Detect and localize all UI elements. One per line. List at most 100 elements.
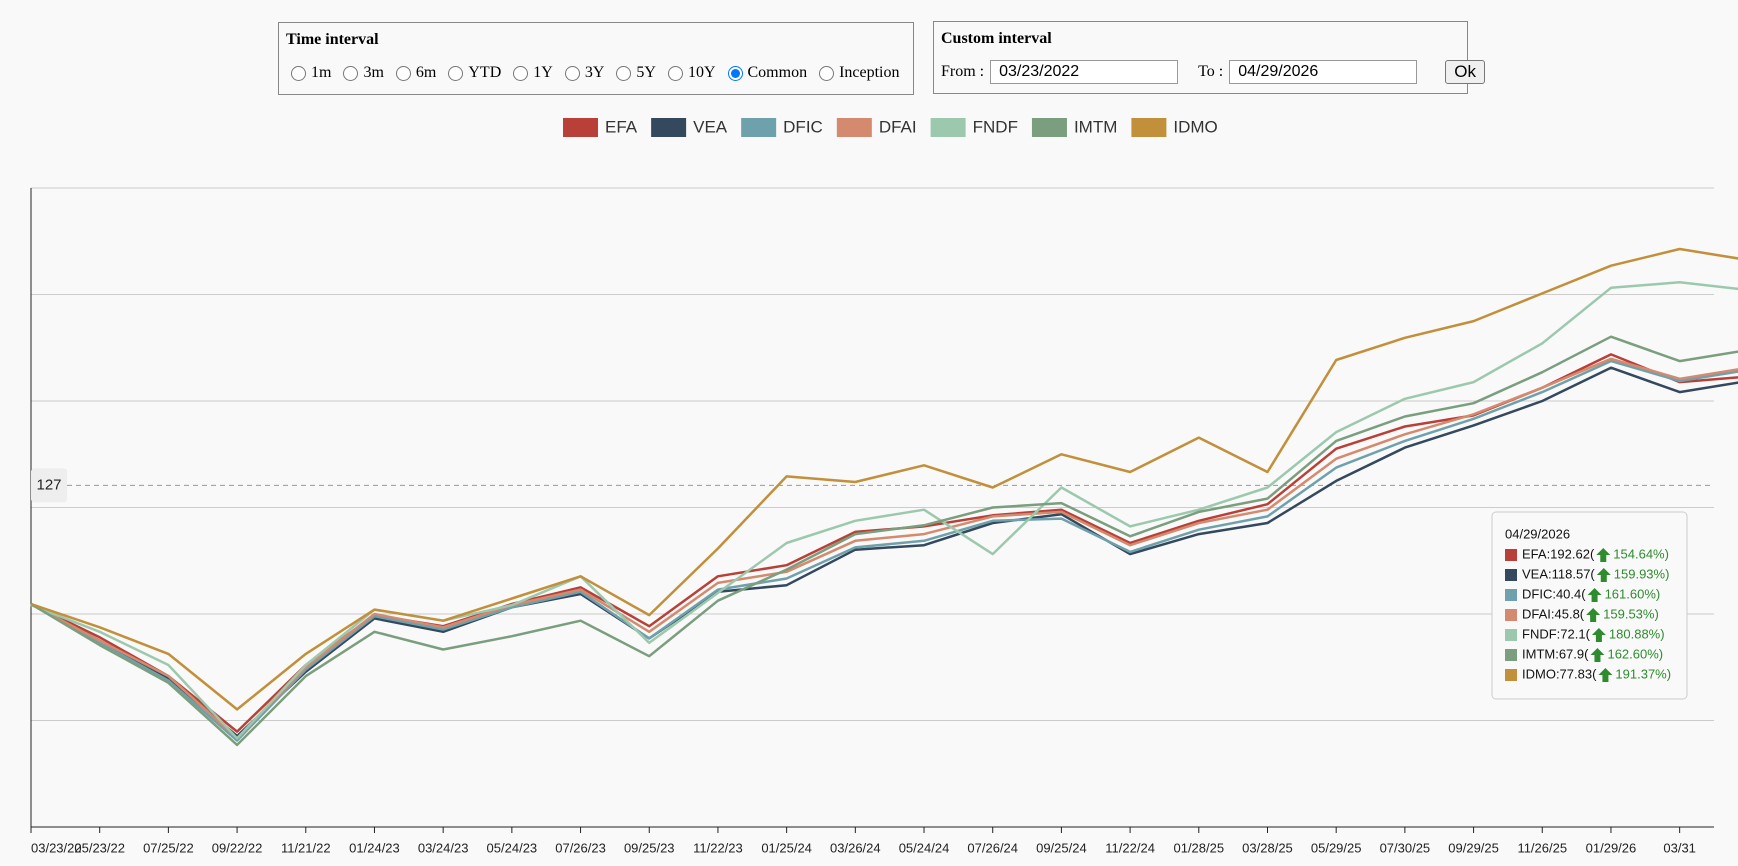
radio[interactable] <box>727 65 743 81</box>
tooltip-value: EFA:192.62( <box>1522 546 1595 561</box>
custom-interval-panel: Custom interval From : To : Ok <box>933 21 1485 94</box>
legend-swatch[interactable] <box>1131 118 1167 137</box>
panel-title: Custom interval <box>941 30 1052 47</box>
tooltip-change: 161.60%) <box>1605 586 1661 601</box>
radio[interactable] <box>819 65 835 81</box>
legend-swatch[interactable] <box>930 118 966 137</box>
up-arrow <box>1596 548 1611 562</box>
x-tick-label: 05/29/25 <box>1311 840 1362 855</box>
option-label: 5Y <box>636 64 656 81</box>
to-input[interactable] <box>1229 60 1418 84</box>
up-arrow <box>1590 648 1605 662</box>
x-tick-label: 05/23/22 <box>74 840 125 855</box>
tooltip-swatch <box>1505 609 1517 621</box>
up-arrow <box>1591 628 1606 642</box>
tooltip-value: DFAI:45.8( <box>1522 606 1585 621</box>
legend-swatch[interactable] <box>1031 118 1067 137</box>
option-label: 3m <box>363 64 384 81</box>
series-line <box>30 335 1738 747</box>
series-line <box>30 359 1738 742</box>
tooltip-change: 154.64%) <box>1613 546 1669 561</box>
tooltip-change: 180.88%) <box>1609 626 1665 641</box>
x-tick-label: 05/24/24 <box>899 840 950 855</box>
tooltip-swatch <box>1505 589 1517 601</box>
tooltip-change: 159.93%) <box>1614 566 1670 581</box>
interval-options: 1m 3m 6m YTD 1Y 3Y 5Y 10Y Common Inception <box>291 64 899 82</box>
x-tick-label: 01/29/26 <box>1586 840 1637 855</box>
legend-label[interactable]: VEA <box>693 117 728 136</box>
radio[interactable] <box>395 65 411 81</box>
tooltip-swatch <box>1505 549 1517 561</box>
from-label: From : <box>941 63 985 80</box>
from-input[interactable] <box>990 60 1179 84</box>
ok-button[interactable]: Ok <box>1445 60 1485 84</box>
x-tick-label: 11/22/23 <box>693 840 743 855</box>
option-label: 3Y <box>584 64 605 81</box>
series-line <box>30 357 1738 740</box>
radio[interactable] <box>448 65 464 81</box>
interval-option[interactable]: 6m <box>395 64 437 82</box>
legend-label[interactable]: EFA <box>605 117 638 136</box>
x-tick-label: 03/28/25 <box>1242 840 1293 855</box>
option-label: 1Y <box>533 64 553 81</box>
tooltip-value: IDMO:77.83( <box>1522 666 1597 681</box>
radio[interactable] <box>564 65 580 81</box>
legend-label[interactable]: IMTM <box>1074 117 1117 136</box>
option-label: 6m <box>415 64 437 81</box>
to-label: To : <box>1198 63 1224 80</box>
x-tick-label: 07/25/22 <box>143 840 194 855</box>
tooltip-value: VEA:118.57( <box>1522 566 1595 581</box>
radio[interactable] <box>616 65 632 81</box>
up-arrow <box>1598 668 1613 682</box>
interval-option[interactable]: 10Y <box>667 64 716 82</box>
up-arrow <box>1596 568 1611 582</box>
date-row: From : To : Ok <box>941 60 1485 84</box>
x-tick-label: 07/26/23 <box>555 840 606 855</box>
up-arrow <box>1586 608 1601 622</box>
time-interval-panel: Time interval 1m 3m 6m YTD 1Y 3Y 5Y 10Y Common In… <box>278 22 914 95</box>
radio[interactable] <box>291 65 306 81</box>
tooltip-value: FNDF:72.1( <box>1522 626 1591 641</box>
interval-option[interactable]: Inception <box>819 64 899 82</box>
series-line <box>30 281 1738 740</box>
x-tick-label: 11/22/24 <box>1105 840 1155 855</box>
x-tick-label: 03/31 <box>1663 840 1696 855</box>
x-tick-label: 09/22/22 <box>212 840 263 855</box>
option-label: Common <box>747 64 808 81</box>
interval-option[interactable]: 3m <box>343 64 384 82</box>
tooltip-change: 159.53%) <box>1603 606 1659 621</box>
tooltip-value: IMTM:67.9( <box>1522 646 1589 661</box>
series-line <box>30 366 1738 738</box>
legend-swatch[interactable] <box>836 118 872 137</box>
legend-label[interactable]: FNDF <box>973 117 1018 136</box>
tooltip-swatch <box>1505 569 1517 581</box>
tooltip-change: 191.37%) <box>1615 666 1671 681</box>
x-tick-label: 09/25/23 <box>624 840 675 855</box>
interval-option[interactable]: 1Y <box>513 64 553 82</box>
x-tick-label: 09/29/25 <box>1448 840 1499 855</box>
interval-option[interactable]: 5Y <box>616 64 656 82</box>
radio[interactable] <box>513 65 529 81</box>
interval-option[interactable]: Common <box>727 64 808 82</box>
legend-swatch[interactable] <box>651 118 687 137</box>
tooltip-swatch <box>1505 669 1517 681</box>
crosshair-label-bg <box>31 468 67 503</box>
interval-option[interactable]: YTD <box>448 64 501 82</box>
tooltip-swatch <box>1505 649 1517 661</box>
x-tick-label: 05/24/23 <box>487 840 538 855</box>
option-label: Inception <box>839 64 900 81</box>
interval-option[interactable]: 3Y <box>564 64 605 82</box>
tooltip-value: DFIC:40.4( <box>1522 586 1586 601</box>
x-tick-label: 03/26/24 <box>830 840 881 855</box>
legend-swatch[interactable] <box>741 118 777 137</box>
legend-label[interactable]: IDMO <box>1173 117 1217 136</box>
legend-label[interactable]: DFIC <box>783 117 823 136</box>
radio[interactable] <box>343 65 359 81</box>
crosshair-label: 127 <box>36 476 61 493</box>
radio[interactable] <box>667 65 683 81</box>
series-line <box>30 247 1738 711</box>
interval-option[interactable]: 1m <box>291 64 331 82</box>
legend-swatch[interactable] <box>563 118 598 137</box>
legend-label[interactable]: DFAI <box>879 117 917 136</box>
